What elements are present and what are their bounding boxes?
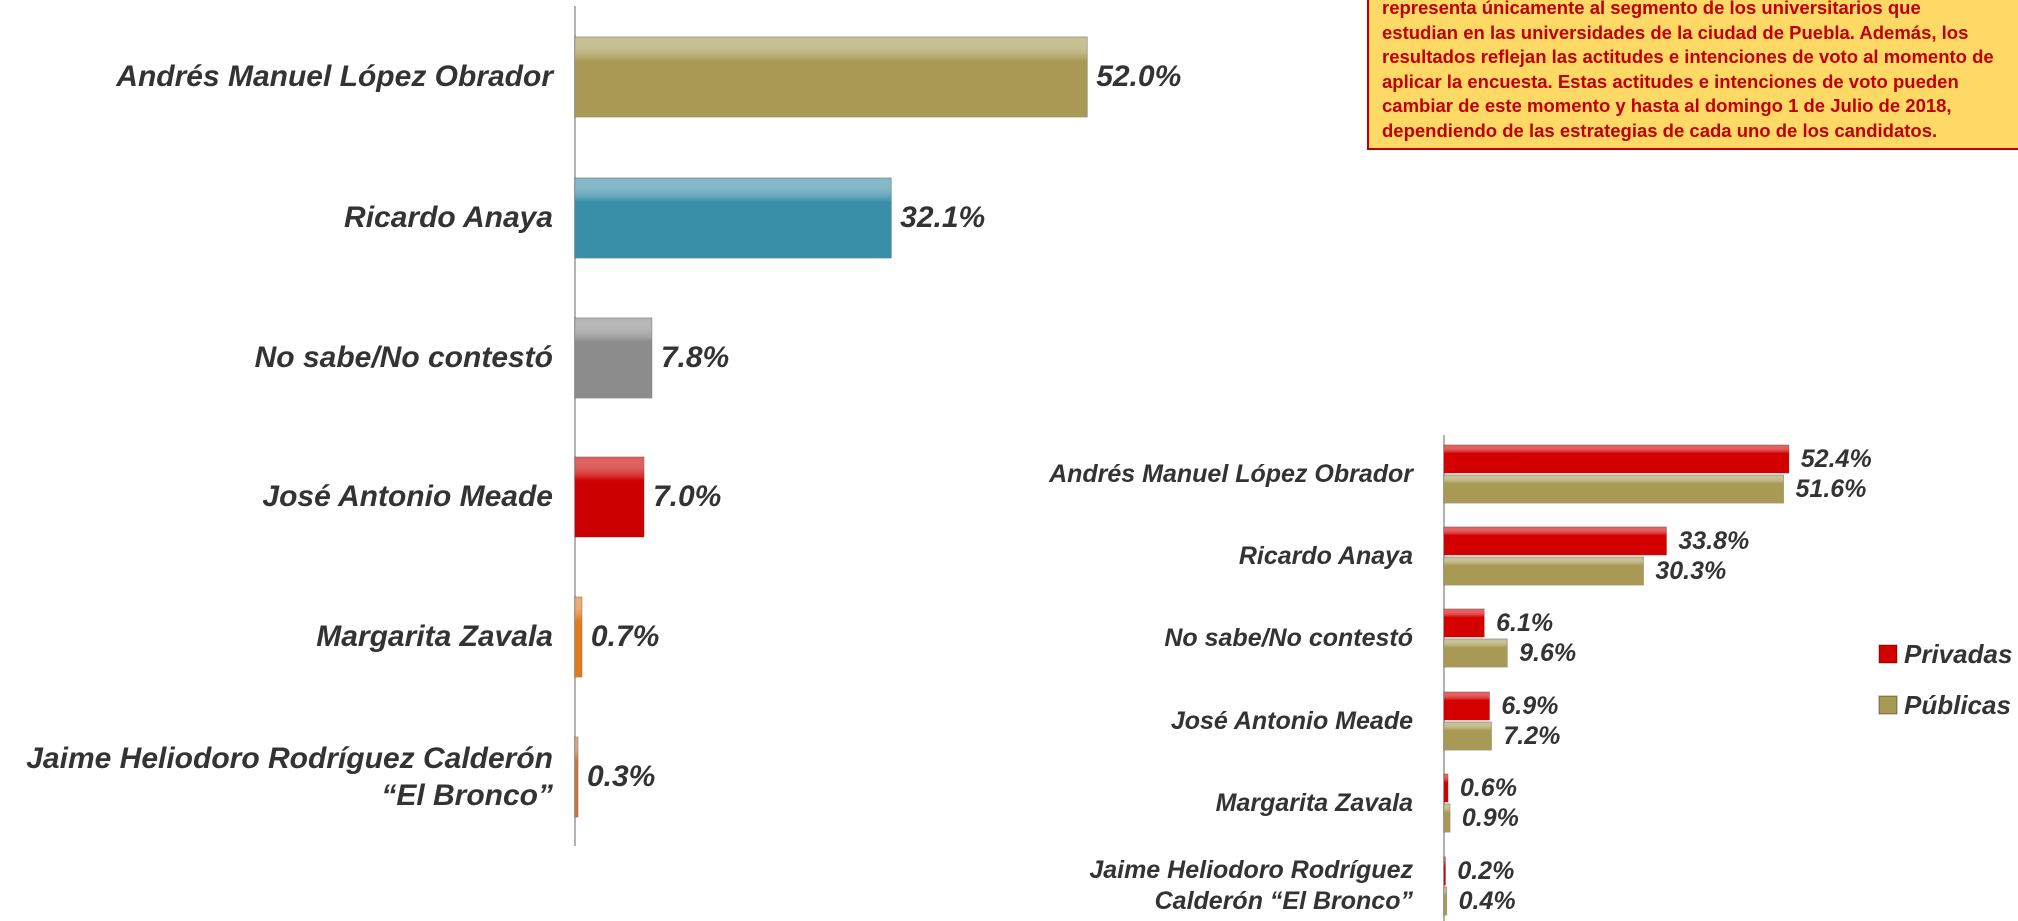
bar-shine — [1444, 527, 1667, 555]
bar-shine — [1444, 557, 1644, 585]
bar-shine — [575, 37, 1088, 117]
category-label: José Antonio Meade — [262, 480, 553, 513]
note-box: representa únicamente al segmento de los… — [1367, 0, 2018, 150]
value-label: 0.2% — [1457, 856, 1515, 885]
value-label: 7.0% — [652, 480, 722, 513]
value-label: 33.8% — [1678, 526, 1750, 555]
category-label: Jaime Heliodoro Rodríguez Calderón “El B… — [1089, 855, 1413, 915]
note-line: dependiendo de las estrategias de cada u… — [1382, 119, 1938, 141]
bar-shine — [1444, 887, 1447, 915]
bar-shine — [1444, 804, 1450, 832]
value-label: 30.3% — [1655, 556, 1727, 585]
bar-shine — [575, 457, 644, 537]
category-label: Andrés Manuel López Obrador — [1049, 459, 1413, 488]
value-label: 6.9% — [1501, 691, 1559, 720]
legend-label: Privadas — [1904, 638, 2013, 669]
value-label: 9.6% — [1519, 638, 1577, 667]
category-label: Ricardo Anaya — [1238, 541, 1413, 570]
value-label: 6.1% — [1496, 608, 1554, 637]
bar-shine — [1444, 692, 1490, 720]
category-label: No sabe/No contestó — [254, 341, 553, 374]
legend-swatch — [1878, 644, 1898, 664]
value-label: 0.6% — [1459, 773, 1517, 802]
bar-shine — [575, 597, 582, 677]
note-line: estudian en las universidades de la ciud… — [1382, 21, 1969, 43]
value-label: 32.1% — [900, 201, 986, 234]
bar-shine — [1444, 857, 1446, 885]
bar-shine — [1444, 609, 1485, 637]
note-line: aplicar la encuesta. Estas actitudes e i… — [1382, 70, 1959, 92]
bar-shine — [1444, 475, 1784, 503]
value-label: 0.4% — [1458, 886, 1516, 915]
bar-shine — [1444, 774, 1448, 802]
category-label: Margarita Zavala — [316, 620, 553, 653]
value-label: 0.7% — [590, 620, 660, 653]
note-line: representa únicamente al segmento de los… — [1382, 0, 1921, 18]
category-label: Margarita Zavala — [1215, 788, 1413, 817]
value-label: 52.4% — [1800, 444, 1872, 473]
note-line: cambiar de este momento y hasta al domin… — [1382, 95, 1952, 116]
value-label: 0.3% — [586, 760, 656, 793]
value-label: 52.0% — [1096, 60, 1182, 93]
value-label: 0.9% — [1461, 803, 1519, 832]
value-label: 7.2% — [1503, 721, 1561, 750]
bar-shine — [1444, 445, 1789, 473]
legend-swatch — [1878, 695, 1898, 715]
bar-shine — [1444, 639, 1508, 667]
value-label: 7.8% — [660, 341, 730, 374]
category-label: Jaime Heliodoro Rodríguez Calderón “El B… — [26, 741, 553, 813]
category-label: Andrés Manuel López Obrador — [116, 60, 553, 93]
category-label: José Antonio Meade — [1170, 706, 1413, 735]
category-label: No sabe/No contestó — [1164, 623, 1413, 652]
note-line: resultados reflejan las actitudes e inte… — [1382, 46, 1994, 67]
bar-shine — [575, 737, 578, 817]
bar-shine — [575, 318, 652, 398]
category-label: Ricardo Anaya — [344, 201, 553, 234]
legend-label: Públicas — [1904, 689, 2011, 720]
bar-shine — [575, 178, 892, 258]
value-label: 51.6% — [1795, 474, 1867, 503]
bar-shine — [1444, 722, 1492, 750]
